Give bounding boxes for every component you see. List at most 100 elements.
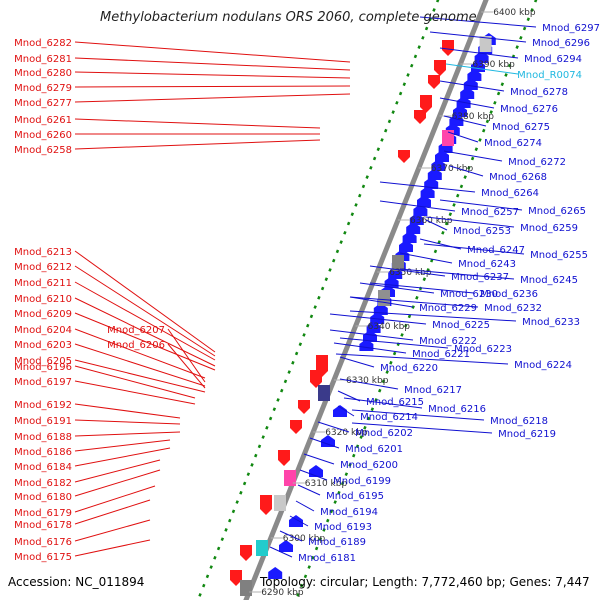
right-gene-label: Mnod_6229 [419,303,477,314]
right-leader-line [425,219,448,231]
right-leader-line [399,252,453,264]
reverse-gene-glyph [424,177,439,189]
reverse-gene-glyph [321,435,335,447]
reverse-gene-glyph [370,312,385,324]
left-gene-label: Mnod_6192 [14,400,72,411]
left-leader-line [74,250,216,353]
reverse-gene-glyph [420,186,435,198]
right-gene-label: Mnod_6225 [432,320,490,331]
right-leader-line [447,131,479,143]
left-gene-label: Mnod_6207 [107,325,165,336]
tick-label: 6380 kbp [452,112,495,122]
right-leader-line [339,356,375,368]
gene-block [318,385,330,401]
left-leader-line [74,469,161,497]
left-leader-line [74,312,216,371]
right-leader-line [335,353,509,365]
right-gene-label: Mnod_6233 [522,317,580,328]
reverse-gene-glyph [427,168,442,180]
right-gene-label: Mnod_6276 [500,104,558,115]
gene-block [392,255,404,271]
left-leader-line [74,447,171,467]
reverse-gene-glyph [309,465,323,477]
forward-gene-glyph [278,450,290,466]
reverse-gene-glyph [431,159,446,171]
gene-block [284,470,296,486]
reverse-gene-glyph [463,78,478,90]
reverse-gene-glyph [409,213,424,225]
right-leader-line [379,181,476,193]
right-leader-line [369,265,446,277]
gene-block [442,130,454,146]
left-gene-label: Mnod_6261 [14,115,72,126]
left-gene-label: Mnod_6179 [14,508,72,519]
gene-block [479,36,492,52]
right-gene-label: Mnod_6193 [314,522,372,533]
right-leader-line [337,405,355,417]
right-gene-label: Mnod_6247 [467,245,525,256]
left-leader-line [74,439,171,452]
left-leader-line [74,431,181,437]
right-gene-label: Mnod_6219 [498,429,556,440]
right-gene-label: Mnod_6294 [524,54,582,65]
tick-label: 6310 kbp [305,479,348,489]
tick-label: 6390 kbp [472,60,515,70]
right-gene-label: Mnod_6264 [481,188,539,199]
forward-gene-glyph [290,420,302,434]
right-gene-label: Mnod_6275 [492,122,550,133]
right-leader-line [317,421,350,433]
right-gene-label: Mnod_6218 [490,416,548,427]
tick-label: 6300 kbp [283,534,326,544]
right-leader-line [439,80,505,92]
right-leader-line [269,546,293,558]
right-gene-label: Mnod_6296 [532,38,590,49]
right-gene-label: Mnod_6217 [404,385,462,396]
right-gene-label: Mnod_R0074 [517,70,582,81]
right-leader-line [349,296,414,308]
reverse-gene-glyph [279,540,293,552]
right-gene-label: Mnod_6199 [333,476,391,487]
left-gene-label: Mnod_6178 [14,520,72,531]
left-leader-line [74,57,351,71]
left-gene-label: Mnod_6279 [14,83,72,94]
tick-label: 6400 kbp [493,8,536,18]
left-gene-label: Mnod_6281 [14,54,72,65]
left-gene-label: Mnod_6188 [14,432,72,443]
right-leader-line [399,268,515,280]
right-leader-line [351,422,493,434]
right-gene-label: Mnod_6223 [454,344,512,355]
left-gene-label: Mnod_6182 [14,478,72,489]
reverse-gene-glyph [289,515,303,527]
outer-track-right [294,0,538,600]
right-gene-label: Mnod_6255 [530,250,588,261]
left-gene-label: Mnod_6260 [14,130,72,141]
right-gene-label: Mnod_6221 [412,349,470,360]
forward-gene-glyph [414,110,426,124]
left-leader-line [74,343,206,387]
reverse-gene-glyph [453,105,467,117]
right-leader-line [369,282,475,294]
tick-label: 6320 kbp [325,428,368,438]
right-gene-label: Mnod_6222 [419,336,477,347]
reverse-gene-glyph [333,405,347,417]
right-leader-line [279,530,303,542]
left-gene-label: Mnod_6176 [14,537,72,548]
left-leader-line [74,118,321,129]
right-leader-line [439,199,523,211]
forward-gene-glyph [260,495,272,515]
accession-text: Accession: NC_011894 [8,575,145,589]
left-leader-line [74,459,161,483]
reverse-gene-glyph [268,567,283,579]
reverse-gene-glyph [435,150,449,162]
right-leader-line [449,165,484,177]
left-leader-line [74,403,181,419]
left-gene-label: Mnod_6211 [14,278,72,289]
right-gene-label: Mnod_6257 [461,207,519,218]
left-leader-line [74,139,321,150]
left-gene-label: Mnod_6197 [14,377,72,388]
right-leader-line [343,397,423,409]
left-leader-line [74,328,206,379]
left-gene-label: Mnod_6191 [14,416,72,427]
left-gene-label: Mnod_6204 [14,325,72,336]
